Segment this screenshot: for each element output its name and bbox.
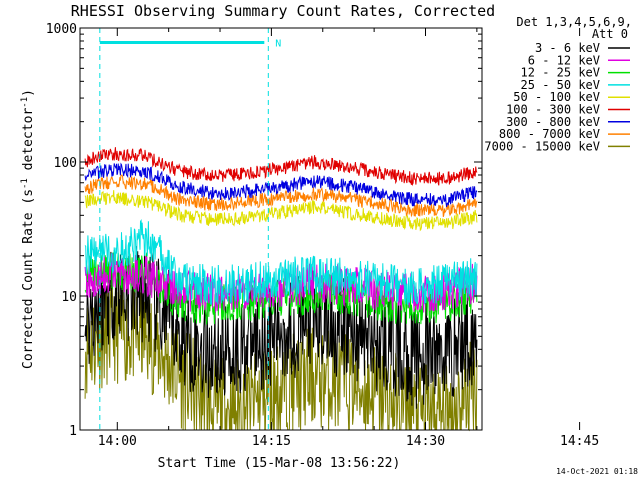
x-axis-label: Start Time (15-Mar-08 13:56:22) bbox=[158, 456, 401, 471]
y-axis-label: Corrected Count Rate (s-1 detector-1) bbox=[20, 89, 36, 369]
y-axis-label-main: Corrected Count Rate (s bbox=[21, 189, 36, 369]
x-tick-label: 14:15 bbox=[252, 434, 291, 449]
legend-label: 12 - 25 keV bbox=[521, 66, 600, 80]
y-axis-label-exp1: -1 bbox=[20, 178, 30, 189]
legend-label: 50 - 100 keV bbox=[513, 90, 600, 104]
series-line bbox=[84, 174, 478, 218]
legend-label: 100 - 300 keV bbox=[506, 103, 600, 117]
y-tick-label: 1 bbox=[69, 424, 77, 439]
legend-header-line2: Att 0 bbox=[592, 27, 628, 41]
y-tick-label: 100 bbox=[54, 156, 77, 171]
chart-title: RHESSI Observing Summary Count Rates, Co… bbox=[71, 2, 495, 20]
plot-area: N bbox=[84, 28, 478, 432]
legend-label: 3 - 6 keV bbox=[535, 41, 600, 55]
series-line bbox=[84, 162, 478, 207]
series-line bbox=[84, 190, 478, 232]
footer-date: 14-Oct-2021 01:18 bbox=[556, 467, 638, 476]
legend-label: 300 - 800 keV bbox=[506, 115, 600, 129]
series-line bbox=[84, 279, 478, 432]
orbit-markers: N bbox=[99, 28, 281, 430]
x-tick-label: 14:45 bbox=[560, 434, 599, 449]
legend-label: 25 - 50 keV bbox=[521, 78, 600, 92]
series-line bbox=[84, 218, 478, 306]
legend-label: 7000 - 15000 keV bbox=[484, 139, 600, 153]
y-axis-label-end: ) bbox=[21, 89, 36, 97]
plot-frame bbox=[79, 27, 483, 431]
x-tick-label: 14:00 bbox=[98, 434, 137, 449]
x-tick-label: 14:30 bbox=[406, 434, 445, 449]
legend-label: 6 - 12 keV bbox=[528, 53, 600, 67]
legend-label: 800 - 7000 keV bbox=[499, 127, 600, 141]
y-axis: 1 10 100 1000 bbox=[46, 22, 482, 439]
y-tick-label: 1000 bbox=[46, 22, 77, 37]
y-axis-label-mid: detector bbox=[21, 108, 36, 179]
legend-header-line1: Det 1,3,4,5,6,9, bbox=[516, 15, 632, 29]
y-axis-label-exp2: -1 bbox=[20, 97, 30, 108]
series-line bbox=[84, 147, 478, 187]
night-label: N bbox=[275, 38, 281, 49]
y-tick-label: 10 bbox=[61, 290, 77, 305]
